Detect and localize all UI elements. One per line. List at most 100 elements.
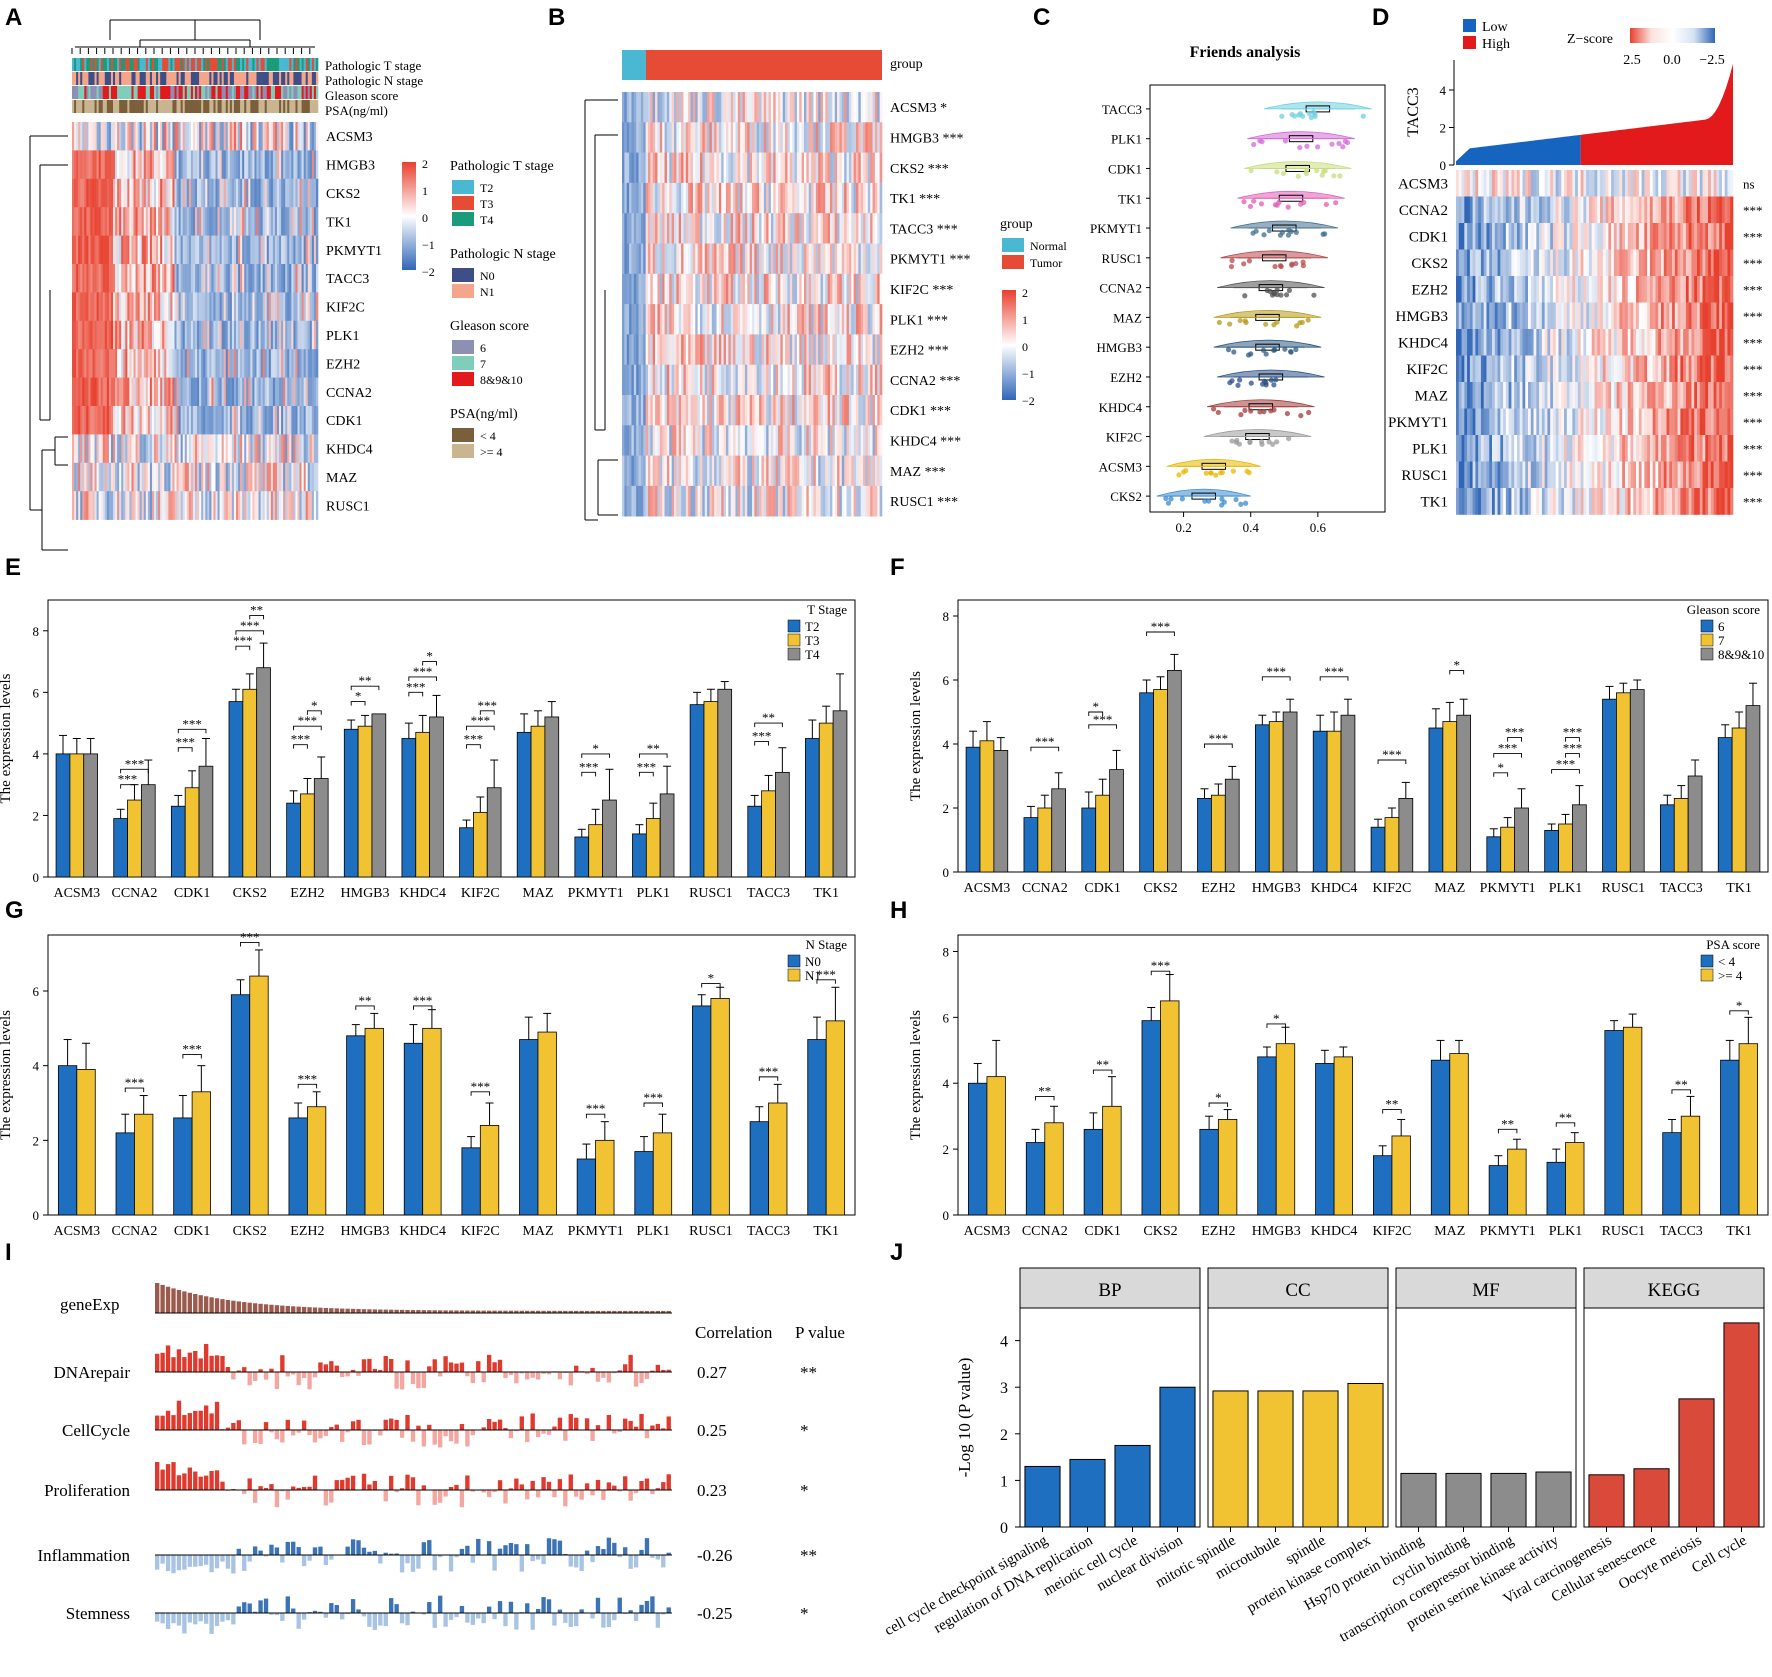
heatmap-cell — [1730, 302, 1734, 330]
heatmap-cell — [236, 150, 239, 180]
heatmap-cell — [289, 178, 292, 208]
heatmap-cell — [242, 377, 245, 407]
heatmap-cell — [80, 462, 83, 492]
heatmap-cell — [1500, 223, 1504, 250]
heatmap-cell — [117, 292, 120, 322]
heatmap-cell — [754, 395, 758, 426]
heatmap-cell — [256, 235, 259, 265]
data-point — [1246, 258, 1253, 264]
heatmap-cell — [266, 377, 270, 407]
heatmap-cell — [752, 243, 755, 275]
heatmap-cell — [659, 364, 663, 396]
heatmap-cell — [291, 122, 294, 151]
heatmap-cell — [879, 455, 883, 487]
heatmap-cell — [248, 406, 251, 435]
heatmap-cell — [168, 434, 171, 464]
heatmap-cell — [676, 243, 680, 275]
data-point — [1305, 317, 1311, 323]
heatmap-cell — [258, 178, 261, 208]
heatmap-cell — [669, 425, 672, 456]
heatmap-cell — [770, 485, 774, 517]
heatmap-cell — [256, 264, 259, 293]
heatmap-cell — [221, 406, 224, 435]
heatmap-cell — [754, 364, 758, 396]
heatmap-cell — [721, 243, 724, 275]
heatmap-cell — [678, 92, 682, 123]
annotation-cell — [88, 72, 91, 85]
heatmap-cell — [195, 377, 198, 407]
heatmap-cell — [307, 462, 311, 492]
heatmap-cell — [133, 150, 136, 180]
heatmap-cell — [1611, 170, 1615, 197]
heatmap-cell — [695, 182, 698, 214]
heatmap-cell — [657, 304, 661, 335]
heatmap-cell — [704, 364, 708, 396]
heatmap-cell — [149, 434, 153, 464]
heatmap-cell — [168, 178, 171, 208]
heatmap-cell — [125, 434, 128, 464]
annotation-cell — [293, 58, 296, 71]
heatmap-cell — [106, 377, 110, 407]
heatmap-cell — [1705, 196, 1709, 224]
heatmap-cell — [94, 150, 97, 180]
heatmap-cell — [76, 235, 79, 265]
heatmap-cell — [311, 491, 315, 520]
heatmap-cell — [217, 320, 220, 350]
heatmap-cell — [1536, 329, 1540, 356]
annotation-cell — [264, 86, 268, 99]
heatmap-cell — [775, 485, 779, 517]
heatmap-cell — [1516, 223, 1521, 250]
heatmap-cell — [1727, 302, 1731, 330]
heatmap-cell — [744, 213, 748, 244]
data-point — [1333, 200, 1339, 206]
heatmap-cell — [221, 462, 224, 492]
heatmap-cell — [1508, 382, 1512, 409]
heatmap-cell — [1461, 329, 1465, 356]
heatmap-cell — [643, 425, 646, 456]
heatmap-cell — [851, 213, 854, 244]
heatmap-cell — [281, 406, 284, 435]
heatmap-cell — [113, 178, 116, 208]
annotation-cell — [180, 72, 183, 85]
heatmap-cell — [307, 434, 311, 464]
annotation-cell — [295, 100, 298, 113]
heatmap-cell — [685, 395, 689, 426]
heatmap-cell — [72, 235, 75, 265]
heatmap-cell — [643, 304, 646, 335]
heatmap-cell — [1710, 329, 1714, 356]
heatmap-cell — [174, 434, 177, 464]
heatmap-cell — [1633, 223, 1637, 250]
heatmap-cell — [233, 264, 237, 293]
heatmap-cell — [143, 207, 147, 236]
heatmap-cell — [238, 320, 241, 350]
annotation-cell — [166, 58, 169, 71]
heatmap-cell — [192, 122, 196, 151]
heatmap-cell — [311, 150, 315, 180]
heatmap-cell — [82, 292, 85, 322]
heatmap-cell — [151, 462, 155, 492]
heatmap-cell — [311, 406, 315, 435]
heatmap-cell — [164, 122, 167, 151]
annotation-cell — [129, 72, 132, 85]
heatmap-cell — [119, 150, 122, 180]
annotation-cell — [277, 100, 280, 113]
heatmap-cell — [197, 292, 200, 322]
heatmap-cell — [707, 182, 710, 214]
heatmap-cell — [149, 491, 153, 520]
heatmap-cell — [115, 434, 118, 464]
heatmap-cell — [285, 178, 288, 208]
heatmap-cell — [125, 264, 128, 293]
heatmap-cell — [1530, 249, 1534, 277]
heatmap-cell — [254, 122, 257, 151]
annotation-cell — [110, 86, 114, 99]
heatmap-cell — [229, 292, 233, 322]
heatmap-cell — [770, 425, 774, 456]
heatmap-cell — [231, 491, 235, 520]
annotation-cell — [238, 86, 241, 99]
heatmap-cell — [240, 462, 243, 492]
heatmap-cell — [1588, 302, 1593, 330]
heatmap-cell — [707, 334, 710, 365]
heatmap-cell — [801, 213, 805, 244]
heatmap-cell — [145, 122, 149, 151]
data-point — [1179, 496, 1185, 502]
